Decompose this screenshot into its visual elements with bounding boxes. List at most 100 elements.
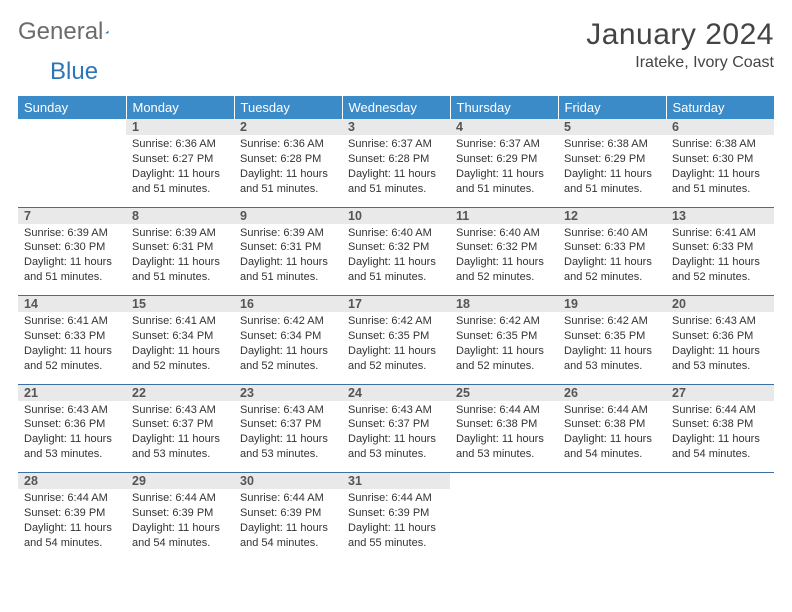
day-info-line: Sunrise: 6:44 AM	[24, 491, 120, 506]
day-info-line: Sunrise: 6:38 AM	[564, 137, 660, 152]
logo-text-blue: Blue	[50, 58, 98, 86]
day-info-line: Sunrise: 6:43 AM	[24, 403, 120, 418]
day-info-line: Sunrise: 6:40 AM	[456, 226, 552, 241]
logo-triangle-icon	[105, 23, 109, 41]
day-number-cell: 22	[126, 384, 234, 401]
weekday-header: Saturday	[666, 96, 774, 119]
day-info-line: Daylight: 11 hours and 53 minutes.	[456, 432, 552, 462]
day-number-cell: 10	[342, 207, 450, 224]
day-content-cell: Sunrise: 6:40 AMSunset: 6:33 PMDaylight:…	[558, 224, 666, 296]
day-number-cell: 26	[558, 384, 666, 401]
day-info-line: Sunrise: 6:43 AM	[348, 403, 444, 418]
day-number-cell: 15	[126, 296, 234, 313]
day-info-line: Sunrise: 6:42 AM	[348, 314, 444, 329]
day-info-line: Sunrise: 6:44 AM	[456, 403, 552, 418]
day-info-line: Sunrise: 6:36 AM	[132, 137, 228, 152]
day-info-line: Daylight: 11 hours and 54 minutes.	[240, 521, 336, 551]
day-number-cell: 30	[234, 473, 342, 490]
day-info-line: Daylight: 11 hours and 51 minutes.	[240, 167, 336, 197]
day-info-line: Sunset: 6:30 PM	[24, 240, 120, 255]
day-number-cell: 14	[18, 296, 126, 313]
day-info-line: Daylight: 11 hours and 51 minutes.	[240, 255, 336, 285]
day-info-line: Sunset: 6:39 PM	[348, 506, 444, 521]
day-content-cell: Sunrise: 6:43 AMSunset: 6:37 PMDaylight:…	[126, 401, 234, 473]
day-info-line: Daylight: 11 hours and 51 minutes.	[564, 167, 660, 197]
day-number-row: 21222324252627	[18, 384, 774, 401]
day-content-cell	[666, 489, 774, 561]
day-info-line: Sunset: 6:38 PM	[564, 417, 660, 432]
day-info-line: Sunrise: 6:43 AM	[132, 403, 228, 418]
day-info-line: Sunrise: 6:39 AM	[240, 226, 336, 241]
day-number-cell: 20	[666, 296, 774, 313]
day-content-cell: Sunrise: 6:44 AMSunset: 6:39 PMDaylight:…	[234, 489, 342, 561]
day-number-cell: 27	[666, 384, 774, 401]
day-content-cell: Sunrise: 6:44 AMSunset: 6:39 PMDaylight:…	[342, 489, 450, 561]
day-info-line: Daylight: 11 hours and 53 minutes.	[24, 432, 120, 462]
day-info-line: Sunset: 6:39 PM	[240, 506, 336, 521]
day-info-line: Sunrise: 6:41 AM	[24, 314, 120, 329]
day-info-line: Daylight: 11 hours and 54 minutes.	[672, 432, 768, 462]
day-number-cell: 11	[450, 207, 558, 224]
day-content-cell: Sunrise: 6:37 AMSunset: 6:29 PMDaylight:…	[450, 135, 558, 207]
day-info-line: Sunset: 6:39 PM	[132, 506, 228, 521]
day-content-cell: Sunrise: 6:40 AMSunset: 6:32 PMDaylight:…	[342, 224, 450, 296]
day-content-cell: Sunrise: 6:43 AMSunset: 6:37 PMDaylight:…	[342, 401, 450, 473]
day-number-cell: 8	[126, 207, 234, 224]
day-content-cell: Sunrise: 6:42 AMSunset: 6:35 PMDaylight:…	[558, 312, 666, 384]
day-info-line: Sunset: 6:37 PM	[132, 417, 228, 432]
day-info-line: Daylight: 11 hours and 52 minutes.	[456, 255, 552, 285]
day-number-row: 78910111213	[18, 207, 774, 224]
day-content-cell: Sunrise: 6:37 AMSunset: 6:28 PMDaylight:…	[342, 135, 450, 207]
day-info-line: Sunset: 6:35 PM	[456, 329, 552, 344]
day-info-line: Sunrise: 6:42 AM	[240, 314, 336, 329]
day-info-line: Sunrise: 6:44 AM	[240, 491, 336, 506]
day-info-line: Sunset: 6:28 PM	[348, 152, 444, 167]
day-number-cell: 4	[450, 119, 558, 135]
day-info-line: Sunset: 6:30 PM	[672, 152, 768, 167]
day-number-cell: 16	[234, 296, 342, 313]
day-info-line: Sunset: 6:31 PM	[132, 240, 228, 255]
day-info-line: Sunrise: 6:43 AM	[240, 403, 336, 418]
day-content-cell: Sunrise: 6:39 AMSunset: 6:31 PMDaylight:…	[126, 224, 234, 296]
day-content-cell: Sunrise: 6:43 AMSunset: 6:36 PMDaylight:…	[666, 312, 774, 384]
day-info-line: Daylight: 11 hours and 51 minutes.	[348, 167, 444, 197]
day-number-cell: 9	[234, 207, 342, 224]
calendar-body: 123456Sunrise: 6:36 AMSunset: 6:27 PMDay…	[18, 119, 774, 561]
weekday-header: Wednesday	[342, 96, 450, 119]
day-content-cell: Sunrise: 6:43 AMSunset: 6:36 PMDaylight:…	[18, 401, 126, 473]
day-number-cell: 1	[126, 119, 234, 135]
day-info-line: Daylight: 11 hours and 53 minutes.	[348, 432, 444, 462]
day-info-line: Daylight: 11 hours and 53 minutes.	[240, 432, 336, 462]
day-info-line: Daylight: 11 hours and 55 minutes.	[348, 521, 444, 551]
day-info-line: Daylight: 11 hours and 52 minutes.	[240, 344, 336, 374]
day-content-row: Sunrise: 6:36 AMSunset: 6:27 PMDaylight:…	[18, 135, 774, 207]
day-content-row: Sunrise: 6:39 AM Sunset: 6:30 PM Daylight:…	[18, 224, 774, 296]
day-info-line: Sunrise: 6:43 AM	[672, 314, 768, 329]
day-info-line: Daylight: 11 hours and 52 minutes.	[24, 344, 120, 374]
day-info-line: Sunrise: 6:41 AM	[132, 314, 228, 329]
day-info-line: Daylight: 11 hours and 51 minutes.	[672, 167, 768, 197]
day-info-line: Sunrise: 6:40 AM	[564, 226, 660, 241]
day-content-cell: Sunrise: 6:41 AMSunset: 6:33 PMDaylight:…	[666, 224, 774, 296]
day-number-cell: 28	[18, 473, 126, 490]
day-content-cell: Sunrise: 6:42 AMSunset: 6:34 PMDaylight:…	[234, 312, 342, 384]
day-info-line: Sunset: 6:29 PM	[564, 152, 660, 167]
day-info-line: Sunset: 6:32 PM	[348, 240, 444, 255]
day-number-cell: 6	[666, 119, 774, 135]
day-content-cell: Sunrise: 6:40 AMSunset: 6:32 PMDaylight:…	[450, 224, 558, 296]
day-info-line: Daylight: 11 hours and 51 minutes.	[132, 255, 228, 285]
day-info-line: Sunset: 6:34 PM	[240, 329, 336, 344]
day-content-cell	[450, 489, 558, 561]
day-number-cell	[558, 473, 666, 490]
day-info-line: Sunset: 6:34 PM	[132, 329, 228, 344]
day-content-cell: Sunrise: 6:41 AMSunset: 6:33 PMDaylight:…	[18, 312, 126, 384]
day-info-line: Sunrise: 6:39 AM	[132, 226, 228, 241]
day-info-line: Sunset: 6:32 PM	[456, 240, 552, 255]
day-number-row: 123456	[18, 119, 774, 135]
day-number-cell: 18	[450, 296, 558, 313]
day-info-line: Daylight: 11 hours and 52 minutes.	[132, 344, 228, 374]
day-number-cell: 31	[342, 473, 450, 490]
day-content-cell: Sunrise: 6:44 AMSunset: 6:38 PMDaylight:…	[450, 401, 558, 473]
day-info-line: Sunset: 6:33 PM	[672, 240, 768, 255]
weekday-header: Sunday	[18, 96, 126, 119]
